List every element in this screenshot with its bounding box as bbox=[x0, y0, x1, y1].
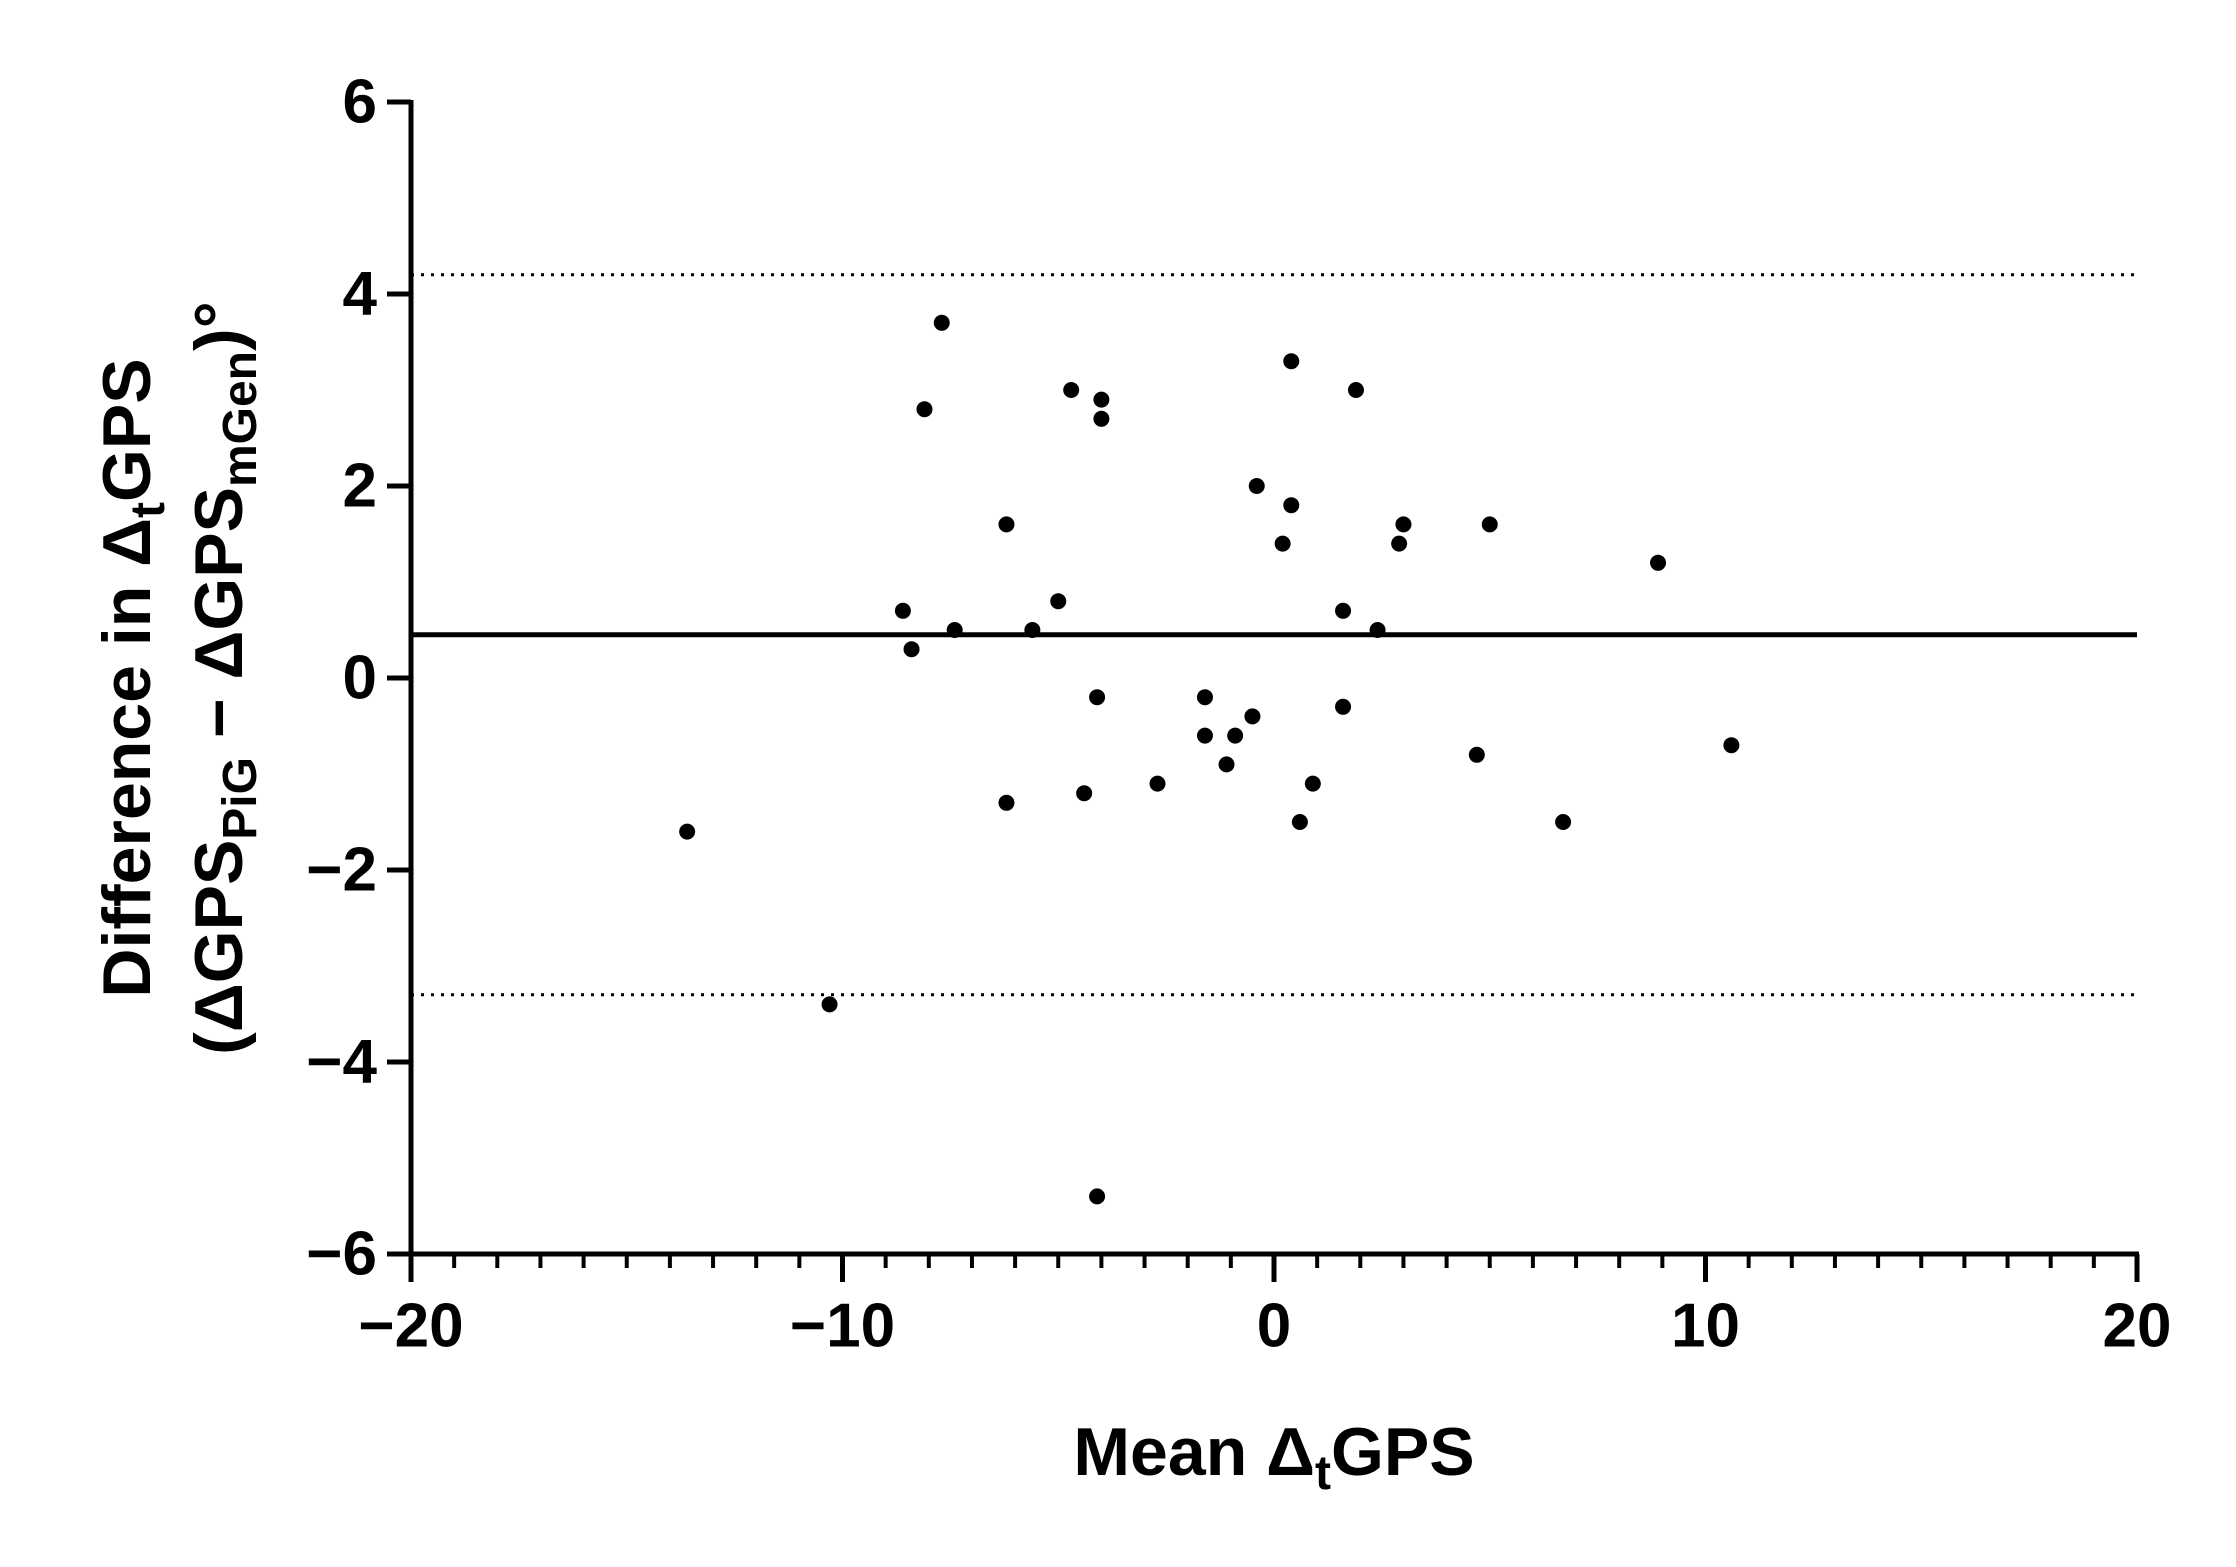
subscript: t bbox=[1315, 1447, 1331, 1500]
y-tick-label: 0 bbox=[343, 643, 377, 712]
point bbox=[1244, 708, 1261, 725]
point bbox=[1369, 622, 1386, 638]
point bbox=[1555, 814, 1572, 830]
label-part: (ΔGPS bbox=[181, 840, 257, 1055]
point bbox=[1196, 689, 1213, 706]
y-tick-label: 6 bbox=[343, 67, 377, 136]
x-tick-label: 10 bbox=[1671, 1291, 1740, 1360]
point bbox=[1395, 516, 1412, 533]
point bbox=[1093, 391, 1110, 408]
point bbox=[1089, 689, 1106, 706]
y-tick-label: −4 bbox=[306, 1027, 377, 1096]
y-axis-label: Difference in ΔtGPS bbox=[89, 358, 175, 997]
point bbox=[1723, 737, 1740, 754]
point bbox=[1335, 698, 1352, 715]
y-tick-label: 2 bbox=[343, 451, 377, 520]
point bbox=[1347, 382, 1364, 398]
x-tick-label: 20 bbox=[2103, 1291, 2172, 1360]
label-part: Mean Δ bbox=[1073, 1414, 1315, 1490]
x-axis-label: Mean ΔtGPS bbox=[1073, 1414, 1474, 1500]
label-part: Difference in Δ bbox=[89, 518, 165, 998]
point bbox=[1024, 622, 1041, 638]
subscript: mGen bbox=[214, 351, 267, 487]
point bbox=[1063, 382, 1080, 398]
subscript: t bbox=[122, 502, 175, 518]
point bbox=[998, 516, 1015, 533]
point bbox=[946, 622, 963, 638]
point bbox=[1283, 497, 1300, 514]
point bbox=[933, 314, 950, 331]
point bbox=[1468, 746, 1485, 763]
point bbox=[1196, 727, 1213, 744]
subscript: PiG bbox=[214, 757, 267, 840]
point bbox=[1391, 535, 1408, 552]
point bbox=[1283, 353, 1300, 370]
label-part: )° bbox=[181, 301, 257, 351]
point bbox=[1089, 1188, 1106, 1205]
point bbox=[1050, 593, 1067, 610]
point bbox=[1650, 554, 1667, 571]
point bbox=[1481, 516, 1498, 533]
label-part: GPS bbox=[1331, 1414, 1475, 1490]
point bbox=[1248, 478, 1265, 494]
y-tick-label: 4 bbox=[343, 259, 378, 328]
point bbox=[1149, 775, 1166, 792]
label-part: GPS bbox=[89, 358, 165, 502]
y-tick-label: −2 bbox=[306, 835, 377, 904]
point bbox=[1304, 775, 1321, 792]
point bbox=[1093, 410, 1110, 427]
point bbox=[1291, 814, 1308, 830]
point bbox=[821, 996, 838, 1013]
y-axis-label: (ΔGPSPiG − ΔGPSmGen)° bbox=[181, 301, 267, 1055]
label-part: − ΔGPS bbox=[181, 487, 257, 757]
x-tick-label: 0 bbox=[1257, 1291, 1291, 1360]
point bbox=[894, 602, 911, 619]
point bbox=[1274, 535, 1291, 552]
x-tick-label: −20 bbox=[358, 1291, 463, 1360]
point bbox=[903, 641, 920, 658]
x-tick-label: −10 bbox=[790, 1291, 895, 1360]
point bbox=[916, 401, 933, 418]
point bbox=[1335, 602, 1352, 619]
point bbox=[1227, 727, 1244, 744]
point bbox=[1076, 785, 1093, 802]
point bbox=[998, 794, 1015, 811]
point bbox=[679, 823, 696, 840]
point bbox=[1218, 756, 1235, 773]
y-tick-label: −6 bbox=[306, 1219, 377, 1288]
